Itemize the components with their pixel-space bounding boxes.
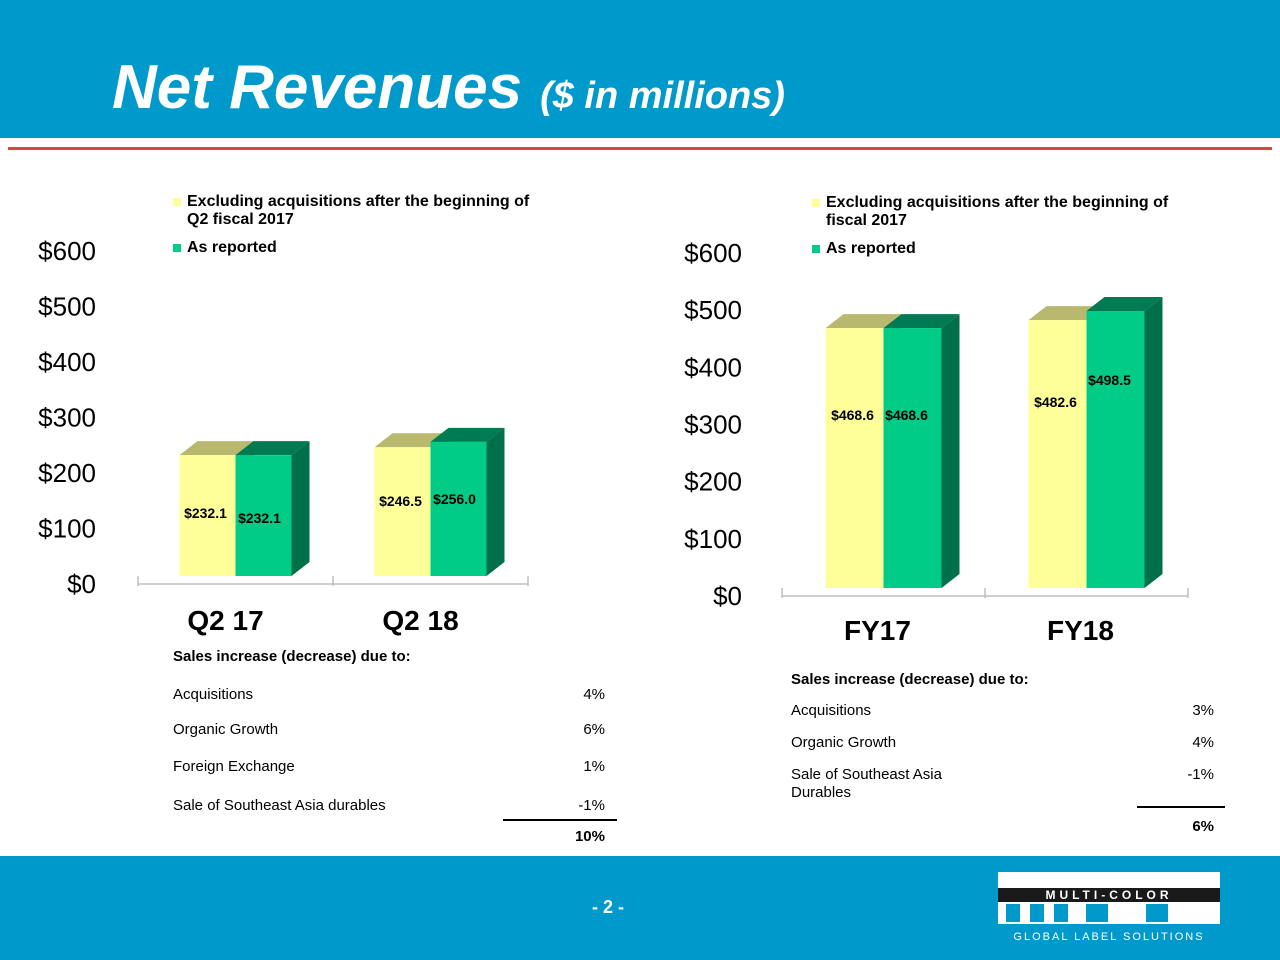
row-label: Sale of Southeast Asia Durables bbox=[791, 766, 942, 801]
data-label: $232.1 bbox=[184, 505, 227, 521]
y-tick-label: $0 bbox=[713, 581, 742, 611]
row-value: 4% bbox=[583, 686, 605, 703]
legend-swatch bbox=[812, 199, 820, 207]
bar bbox=[374, 447, 431, 576]
y-tick-label: $300 bbox=[38, 403, 96, 433]
y-tick-label: $600 bbox=[38, 236, 96, 266]
y-tick-label: $500 bbox=[684, 295, 742, 325]
header-band bbox=[0, 0, 1280, 138]
row-label: Foreign Exchange bbox=[173, 758, 295, 775]
total-rule bbox=[503, 819, 617, 821]
bar-top bbox=[374, 433, 449, 448]
legend-label: As reported bbox=[826, 240, 916, 257]
row-value: 6% bbox=[583, 721, 605, 738]
row-label: Organic Growth bbox=[173, 721, 279, 738]
logo-band-text: MULTI-COLOR bbox=[1045, 888, 1172, 902]
bar-side bbox=[486, 427, 505, 576]
bar-side bbox=[1144, 297, 1163, 588]
legend-swatch bbox=[173, 198, 181, 206]
bar bbox=[883, 328, 942, 588]
legend-label: As reported bbox=[187, 239, 277, 256]
row-label: Acquisitions bbox=[791, 702, 872, 719]
legend-label: Excluding acquisitions after the beginni… bbox=[826, 194, 1169, 211]
category-label: FY18 bbox=[1047, 615, 1114, 646]
y-tick-label: $100 bbox=[684, 524, 742, 554]
y-tick-label: $0 bbox=[67, 569, 96, 599]
slide-title: Net Revenues ($ in millions) bbox=[112, 52, 785, 123]
bar bbox=[1086, 311, 1145, 588]
bar bbox=[235, 455, 292, 576]
bar-side bbox=[941, 314, 960, 588]
table-total: 6% bbox=[1192, 818, 1214, 835]
bar bbox=[825, 328, 884, 588]
data-label: $232.1 bbox=[238, 510, 281, 526]
row-value: 1% bbox=[583, 758, 605, 775]
bar-top bbox=[1086, 297, 1163, 312]
table-header: Sales increase (decrease) due to: bbox=[173, 648, 411, 665]
table-header: Sales increase (decrease) due to: bbox=[791, 671, 1029, 688]
bar-top bbox=[430, 427, 505, 442]
legend-label: fiscal 2017 bbox=[826, 212, 907, 229]
bar bbox=[1028, 320, 1087, 588]
y-tick-label: $400 bbox=[684, 352, 742, 382]
y-tick-label: $100 bbox=[38, 514, 96, 544]
bar bbox=[179, 455, 236, 576]
quarter-sales-breakdown: Sales increase (decrease) due to: Acquis… bbox=[173, 648, 617, 848]
bar-side bbox=[291, 441, 310, 576]
data-label: $482.6 bbox=[1034, 394, 1077, 410]
legend-label: Excluding acquisitions after the beginni… bbox=[187, 193, 530, 210]
data-label: $246.5 bbox=[379, 493, 422, 509]
row-value: 4% bbox=[1192, 734, 1214, 751]
title-main: Net Revenues bbox=[112, 53, 523, 122]
y-tick-label: $400 bbox=[38, 347, 96, 377]
legend-label: Q2 fiscal 2017 bbox=[187, 211, 294, 228]
data-label: $468.6 bbox=[885, 407, 928, 423]
page-number: - 2 - bbox=[591, 897, 624, 917]
row-label: Sale of Southeast Asia durables bbox=[173, 797, 386, 814]
bar-top bbox=[883, 314, 960, 329]
data-label: $256.0 bbox=[433, 491, 476, 507]
y-tick-label: $600 bbox=[684, 238, 742, 268]
row-label: Acquisitions bbox=[173, 686, 254, 703]
total-rule bbox=[1137, 806, 1225, 808]
category-label: FY17 bbox=[844, 615, 911, 646]
row-value: -1% bbox=[578, 797, 605, 814]
legend-swatch bbox=[173, 244, 181, 252]
title-rule bbox=[8, 147, 1272, 150]
bar-top bbox=[1028, 306, 1105, 321]
category-label: Q2 18 bbox=[382, 605, 458, 636]
data-label: $498.5 bbox=[1088, 372, 1131, 388]
bar-top bbox=[825, 314, 902, 329]
fiscal-sales-breakdown: Sales increase (decrease) due to: Acquis… bbox=[791, 671, 1225, 851]
bar-top bbox=[235, 441, 310, 456]
row-value: -1% bbox=[1187, 766, 1214, 783]
title-units: ($ in millions) bbox=[540, 75, 785, 117]
bar bbox=[430, 441, 487, 576]
category-label: Q2 17 bbox=[187, 605, 263, 636]
bar-top bbox=[179, 441, 254, 456]
legend-swatch bbox=[812, 245, 820, 253]
row-value: 3% bbox=[1192, 702, 1214, 719]
table-total: 10% bbox=[574, 828, 605, 845]
y-tick-label: $500 bbox=[38, 292, 96, 322]
row-label: Organic Growth bbox=[791, 734, 897, 751]
y-tick-label: $300 bbox=[684, 410, 742, 440]
multi-color-logo: MULTI-COLOR GLOBAL LABEL SOLUTIONS bbox=[998, 872, 1220, 942]
data-label: $468.6 bbox=[831, 407, 874, 423]
y-tick-label: $200 bbox=[684, 467, 742, 497]
logo-tagline: GLOBAL LABEL SOLUTIONS bbox=[1013, 931, 1204, 942]
y-tick-label: $200 bbox=[38, 458, 96, 488]
